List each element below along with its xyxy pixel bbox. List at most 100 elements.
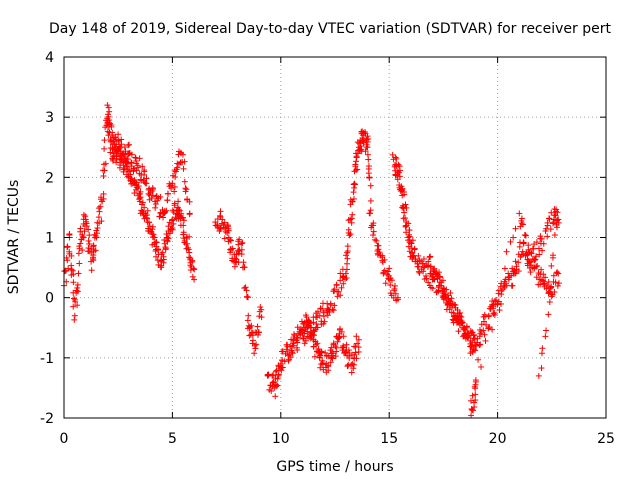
data-point xyxy=(85,226,92,233)
data-point xyxy=(544,233,551,240)
data-point xyxy=(344,260,351,267)
data-point xyxy=(86,240,93,247)
data-point xyxy=(477,341,484,348)
data-point xyxy=(338,328,345,335)
data-point xyxy=(332,353,339,360)
data-point xyxy=(527,258,534,265)
data-point xyxy=(214,221,221,228)
data-point xyxy=(400,205,407,212)
data-point xyxy=(258,306,265,313)
data-point xyxy=(545,311,552,318)
data-point xyxy=(160,256,167,263)
data-point xyxy=(176,207,183,214)
data-point xyxy=(327,359,334,366)
data-point xyxy=(364,144,371,151)
data-point xyxy=(364,133,371,140)
data-point xyxy=(469,392,476,399)
data-point xyxy=(402,201,409,208)
data-point xyxy=(72,298,79,305)
data-point xyxy=(128,159,135,166)
data-point xyxy=(515,268,522,275)
data-point xyxy=(335,288,342,295)
data-point xyxy=(334,338,341,345)
data-point xyxy=(314,324,321,331)
data-point xyxy=(155,247,162,254)
data-point xyxy=(269,379,276,386)
data-point xyxy=(100,167,107,174)
data-point xyxy=(81,228,88,235)
data-point xyxy=(162,245,169,252)
data-point xyxy=(468,343,475,350)
data-point xyxy=(133,184,140,191)
data-point xyxy=(443,286,450,293)
data-point xyxy=(426,254,433,261)
data-point xyxy=(354,340,361,347)
data-point xyxy=(536,251,543,258)
data-point xyxy=(548,262,555,269)
data-point xyxy=(327,300,334,307)
x-tick-label: 0 xyxy=(60,431,69,447)
data-point xyxy=(497,300,504,307)
data-point xyxy=(320,309,327,316)
data-point xyxy=(172,174,179,181)
data-point xyxy=(318,348,325,355)
data-point xyxy=(74,288,81,295)
data-point xyxy=(505,276,512,283)
data-point xyxy=(376,249,383,256)
data-point xyxy=(539,277,546,284)
data-point xyxy=(224,223,231,230)
data-point xyxy=(269,372,276,379)
data-point xyxy=(290,336,297,343)
data-point xyxy=(324,312,331,319)
data-point xyxy=(422,272,429,279)
data-point xyxy=(106,117,113,124)
data-point xyxy=(464,335,471,342)
data-point xyxy=(136,155,143,162)
data-point xyxy=(337,270,344,277)
data-point xyxy=(333,281,340,288)
data-point xyxy=(365,163,372,170)
data-point xyxy=(480,327,487,334)
data-point xyxy=(238,246,245,253)
data-point xyxy=(393,155,400,162)
data-point xyxy=(544,222,551,229)
data-point xyxy=(416,269,423,276)
data-point xyxy=(439,277,446,284)
data-point xyxy=(471,383,478,390)
data-point xyxy=(392,154,399,161)
data-point xyxy=(343,252,350,259)
data-point xyxy=(308,333,315,340)
data-point xyxy=(302,312,309,319)
data-point xyxy=(532,256,539,263)
data-point xyxy=(304,328,311,335)
data-point xyxy=(166,230,173,237)
data-point xyxy=(97,203,104,210)
data-point xyxy=(93,227,100,234)
data-point xyxy=(547,226,554,233)
data-point xyxy=(481,331,488,338)
data-point xyxy=(415,263,422,270)
data-point xyxy=(353,333,360,340)
data-point xyxy=(354,166,361,173)
data-point xyxy=(273,383,280,390)
data-point xyxy=(495,290,502,297)
data-point xyxy=(553,224,560,231)
data-point xyxy=(171,188,178,195)
data-point xyxy=(118,155,125,162)
data-point xyxy=(190,265,197,272)
data-point xyxy=(528,249,535,256)
data-point xyxy=(136,191,143,198)
data-point xyxy=(343,341,350,348)
data-point xyxy=(74,284,81,291)
data-point xyxy=(178,210,185,217)
data-point xyxy=(94,224,101,231)
data-point xyxy=(90,242,97,249)
data-point xyxy=(289,350,296,357)
data-point xyxy=(163,207,170,214)
data-point xyxy=(149,187,156,194)
y-tick-label: 0 xyxy=(45,291,54,307)
data-point xyxy=(525,246,532,253)
data-point xyxy=(324,362,331,369)
data-point xyxy=(161,209,168,216)
